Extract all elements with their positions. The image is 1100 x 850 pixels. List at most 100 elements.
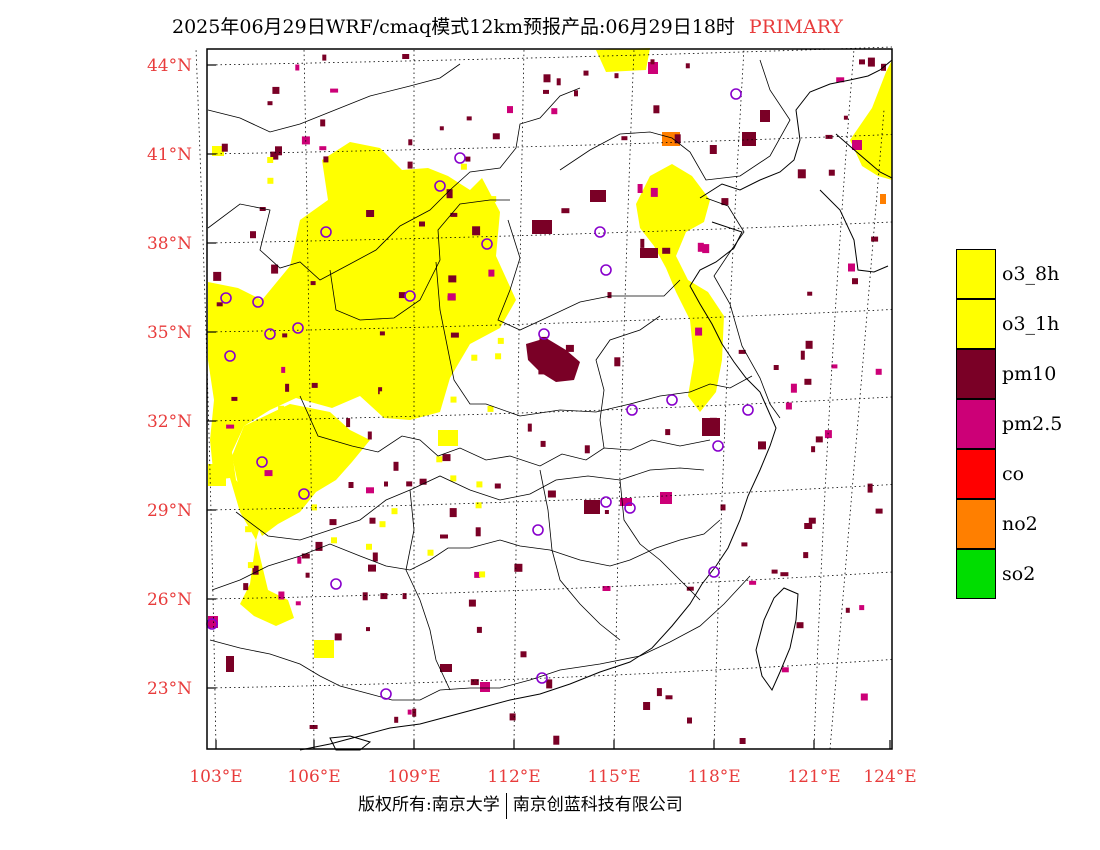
pollutant-speckle xyxy=(807,291,813,296)
pollutant-speckle xyxy=(803,552,809,559)
pollutant-speckle xyxy=(446,189,453,199)
o3-speckle xyxy=(450,475,457,482)
pollutant-speckle xyxy=(640,238,645,248)
pollutant-speckle xyxy=(366,210,375,217)
o3-speckle xyxy=(450,396,457,403)
border-line xyxy=(209,575,751,701)
pollutant-speckle xyxy=(470,679,479,686)
pollutant-speckle xyxy=(305,572,310,578)
pollutant-speckle xyxy=(781,667,789,673)
pollutant-speckle xyxy=(329,519,337,526)
site-marker-icon xyxy=(256,456,268,468)
pollutant-speckle xyxy=(662,247,671,254)
pm25-patch xyxy=(480,682,490,692)
legend-label: so2 xyxy=(1002,563,1036,585)
pollutant-speckle xyxy=(739,738,746,744)
o3-speckle xyxy=(484,216,491,223)
o3-speckle xyxy=(241,448,248,455)
pollutant-speckle xyxy=(614,357,621,367)
o3-field-sichuan xyxy=(232,404,370,536)
lon-label: 121°E xyxy=(787,767,840,787)
pollutant-speckle xyxy=(448,275,457,283)
lat-gridline xyxy=(206,659,893,689)
site-marker-icon xyxy=(712,440,724,452)
pollutant-speckle xyxy=(384,481,388,487)
pollutant-speckle xyxy=(295,64,300,71)
o3-field-liaoning xyxy=(850,60,892,180)
legend-label: o3_1h xyxy=(1002,313,1060,335)
site-marker-icon xyxy=(481,238,493,250)
copyright-company: 南京创蓝科技有限公司 xyxy=(512,795,683,815)
pollutant-speckle xyxy=(334,633,342,641)
pollutant-speckle xyxy=(720,504,726,511)
pollutant-speckle xyxy=(419,478,427,485)
o3-field-north xyxy=(636,164,724,412)
pollutant-speckle xyxy=(367,431,372,440)
border-line xyxy=(539,469,621,641)
pollutant-speckle xyxy=(439,126,444,131)
pollutant-speckle xyxy=(665,695,673,700)
pm10-cluster-henan xyxy=(526,338,580,382)
pollutant-speckle xyxy=(450,332,459,338)
pollutant-speckle xyxy=(372,552,378,562)
pollutant-speckle xyxy=(281,366,286,373)
pollutant-speckle xyxy=(252,565,259,575)
o3-field-patch xyxy=(208,464,226,486)
pollutant-speckle xyxy=(875,368,882,375)
pollutant-speckle xyxy=(520,651,527,658)
legend-swatch xyxy=(956,349,996,399)
pollutant-speckle xyxy=(466,116,472,121)
lon-gridline xyxy=(713,48,745,750)
pollutant-speckle xyxy=(402,54,410,59)
lon-label: 109°E xyxy=(387,767,440,787)
pollutant-speckle xyxy=(323,156,329,163)
pollutant-speckle xyxy=(685,63,690,69)
title-main: 2025年06月29日WRF/cmaq模式12km预报产品:06月29日18时 xyxy=(172,16,735,38)
pollutant-speckle xyxy=(637,184,643,193)
o3-speckle xyxy=(494,311,501,318)
border-line xyxy=(705,197,781,419)
pollutant-speckle xyxy=(836,77,845,83)
pollutant-speckle xyxy=(419,221,425,227)
o3-speckle xyxy=(316,240,323,247)
pollutant-speckle xyxy=(407,161,413,169)
copyright-owner: 版权所有:南京大学 xyxy=(358,795,500,815)
pollutant-speckle xyxy=(488,269,495,277)
o3-speckle xyxy=(280,413,287,420)
pm25-patch xyxy=(208,616,218,628)
pollutant-speckle xyxy=(574,90,578,97)
pollutant-speckle xyxy=(272,86,280,94)
pollutant-speckle xyxy=(310,281,316,286)
lat-label: 38°N xyxy=(147,234,192,254)
lat-gridline xyxy=(206,46,893,66)
pollutant-speckle xyxy=(796,622,804,629)
pollutant-speckle xyxy=(243,583,249,591)
pollutant-speckle xyxy=(780,572,789,577)
o3-speckle xyxy=(278,405,285,412)
legend-label: o3_8h xyxy=(1002,263,1060,285)
pollutant-speckle xyxy=(527,423,532,432)
lat-gridline xyxy=(206,571,893,600)
map-frame xyxy=(206,48,893,750)
pollutant-speckle xyxy=(674,134,681,144)
site-marker-icon xyxy=(404,290,416,302)
latitude-labels: 44°N 41°N 38°N 35°N 32°N 29°N 26°N 23°N xyxy=(147,56,192,699)
pollutant-speckle xyxy=(785,402,792,410)
border-line xyxy=(435,261,753,417)
pollutant-speckle xyxy=(758,441,766,450)
pollutant-speckle xyxy=(322,54,327,61)
pollutant-speckle xyxy=(650,187,658,197)
lat-gridline xyxy=(206,484,893,511)
pollutant-speckle xyxy=(828,169,835,176)
lon-gridline xyxy=(829,109,885,750)
lat-label: 26°N xyxy=(147,590,192,610)
hainan-outline xyxy=(329,735,372,751)
pm25-patch xyxy=(620,498,632,506)
o3-speckle xyxy=(391,508,398,515)
pm10-cluster xyxy=(532,220,552,234)
coastline-liaodong xyxy=(835,133,893,179)
site-marker-icon xyxy=(538,328,550,340)
lat-label: 23°N xyxy=(147,679,192,699)
pollutant-speckle xyxy=(875,508,883,514)
